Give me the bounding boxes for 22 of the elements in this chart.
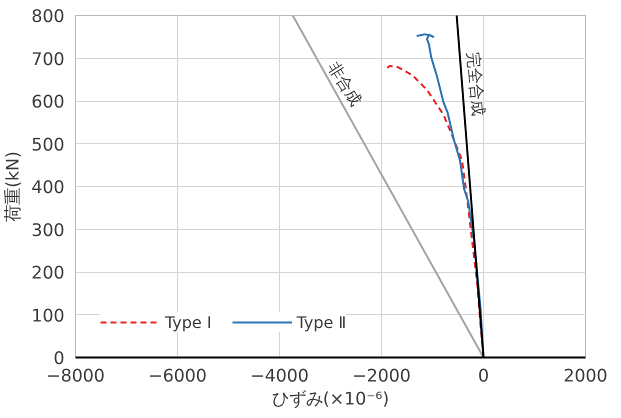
x-tick-label: −6000 bbox=[148, 366, 207, 386]
text: 完全合成 bbox=[464, 51, 488, 117]
legend-label: Type Ⅱ bbox=[296, 312, 346, 332]
y-tick-label: 0 bbox=[53, 349, 65, 369]
y-axis-title: 荷重(kN) bbox=[3, 151, 24, 222]
y-tick-label: 800 bbox=[31, 7, 65, 27]
text: 非合成 bbox=[324, 58, 366, 110]
x-tick-label: 0 bbox=[478, 366, 490, 386]
y-tick-label: 100 bbox=[31, 306, 65, 326]
y-tick-label: 600 bbox=[31, 92, 65, 112]
x-axis-title: ひずみ(×10⁻⁶) bbox=[272, 390, 390, 410]
y-tick-label: 400 bbox=[31, 178, 65, 198]
legend-label: Type Ⅰ bbox=[165, 312, 212, 332]
x-tick-label: −4000 bbox=[250, 366, 309, 386]
x-tick-label: −8000 bbox=[46, 366, 105, 386]
x-tick-label: −2000 bbox=[352, 366, 411, 386]
x-tick-label: 2000 bbox=[563, 366, 608, 386]
y-tick-label: 700 bbox=[31, 50, 65, 70]
y-tick-label: 300 bbox=[31, 220, 65, 241]
y-tick-label: 500 bbox=[31, 135, 65, 156]
line-series bbox=[416, 33, 484, 358]
y-tick-label: 200 bbox=[31, 264, 65, 284]
